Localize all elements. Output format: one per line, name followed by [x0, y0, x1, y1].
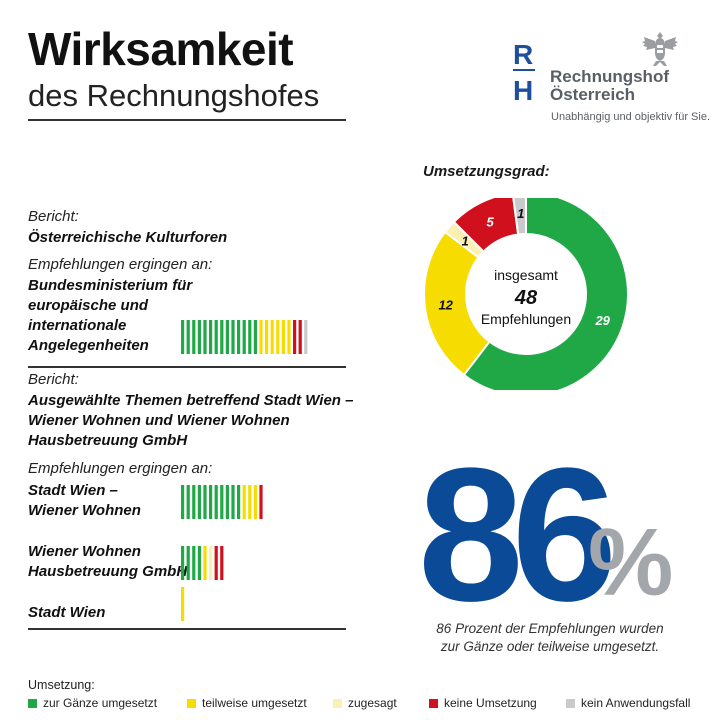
legend-swatch-partially: [187, 699, 196, 708]
bar-tick-fully: [203, 485, 207, 519]
bar-tick-fully: [186, 485, 190, 519]
page-subtitle: des Rechnungshofes: [28, 78, 320, 113]
logo-name: Rechnungshof Österreich: [550, 67, 669, 104]
bar-tick-promised: [209, 546, 213, 580]
chart-title: Umsetzungsgrad:: [423, 163, 550, 180]
bar-tick-partially: [181, 587, 185, 621]
bar-tick-fully: [231, 320, 235, 354]
bar-tick-partially: [281, 320, 285, 354]
austrian-eagle-emblem: [642, 32, 678, 66]
bar-tick-fully: [181, 485, 185, 519]
recipient-wiener-wohnen-hausbetreuung-name: Wiener Wohnen Hausbetreuung GmbH: [28, 543, 188, 580]
bar-tick-partially: [265, 320, 269, 354]
bar-tick-fully: [209, 320, 213, 354]
donut-slice-na: [512, 198, 527, 236]
bar-tick-fully: [242, 320, 246, 354]
bar-tick-fully: [220, 485, 224, 519]
bar-tick-none: [214, 546, 218, 580]
report-2-title: Ausgewählte Themen betreffend Stadt Wien…: [28, 392, 354, 449]
donut-center-line-1: insgesamt: [494, 267, 558, 283]
bar-tick-partially: [287, 320, 291, 354]
report-1-title: Österreichische Kulturforen: [28, 229, 228, 246]
bar-tick-none: [293, 320, 297, 354]
donut-slice-partially: [423, 230, 491, 377]
bar-tick-fully: [214, 320, 218, 354]
bar-tick-fully: [237, 485, 241, 519]
legend-swatch-na: [566, 699, 575, 708]
bar-tick-fully: [186, 320, 190, 354]
bar-tick-fully: [192, 546, 196, 580]
bar-tick-fully: [197, 320, 201, 354]
bar-tick-na: [304, 320, 308, 354]
summary-percent-sign: %: [588, 509, 674, 616]
report-1-label: Bericht:: [28, 208, 79, 225]
recipient-stadt-wien-wiener-wohnen-name: Stadt Wien – Wiener Wohnen: [28, 482, 141, 519]
donut-center-line-3: Empfehlungen: [481, 311, 571, 327]
legend-swatch-fully: [28, 699, 37, 708]
svg-text:H: H: [513, 75, 533, 102]
donut-center-total: 48: [514, 287, 538, 309]
recipient-bmeia-bars: [181, 320, 308, 354]
bar-tick-none: [259, 485, 263, 519]
section-divider-bottom: [28, 628, 346, 630]
bar-tick-fully: [209, 485, 213, 519]
bar-tick-partially: [203, 546, 207, 580]
bar-tick-partially: [270, 320, 274, 354]
title-divider: [28, 119, 346, 121]
svg-text:R: R: [513, 40, 533, 70]
bar-tick-none: [298, 320, 302, 354]
bar-tick-fully: [214, 485, 218, 519]
bar-tick-fully: [248, 320, 252, 354]
bar-tick-fully: [186, 546, 190, 580]
bar-tick-fully: [253, 320, 257, 354]
recipient-stadt-wien-wiener-wohnen-bars: [181, 485, 263, 519]
report-2-label: Bericht:: [28, 371, 79, 388]
section-divider: [28, 366, 346, 368]
bar-tick-partially: [276, 320, 280, 354]
legend-title: Umsetzung:: [28, 678, 95, 692]
bar-tick-fully: [231, 485, 235, 519]
donut-slice-fully: [462, 198, 629, 390]
implementation-donut-chart: insgesamt 48 Empfehlungen 29 12 1 5 1: [423, 198, 629, 390]
donut-label-fully: 29: [594, 313, 610, 328]
bar-tick-fully: [192, 485, 196, 519]
bar-tick-none: [220, 546, 224, 580]
report-1-recipients-label: Empfehlungen ergingen an:: [28, 256, 213, 273]
recipient-wiener-wohnen-hausbetreuung-bars: [181, 546, 224, 580]
donut-label-none: 5: [487, 214, 495, 229]
bar-tick-partially: [259, 320, 263, 354]
legend-swatch-none: [429, 699, 438, 708]
bar-tick-fully: [237, 320, 241, 354]
bar-tick-partially: [248, 485, 252, 519]
page-title: Wirksamkeit: [28, 23, 294, 75]
bar-tick-fully: [181, 320, 185, 354]
donut-label-na: 1: [517, 206, 524, 221]
bar-tick-fully: [203, 320, 207, 354]
donut-label-promised: 1: [461, 234, 468, 249]
bar-tick-fully: [225, 320, 229, 354]
recipient-stadt-wien-bars: [181, 587, 185, 621]
bar-tick-partially: [242, 485, 246, 519]
recipient-bmeia-name: Bundesministerium für europäische und in…: [28, 277, 193, 354]
summary-percent-number: 86: [418, 429, 617, 641]
bar-tick-fully: [197, 546, 201, 580]
bar-tick-partially: [253, 485, 257, 519]
summary-note: 86 Prozent der Empfehlungen wurden zur G…: [436, 621, 664, 654]
rechnungshof-logo-mark: R H: [513, 40, 535, 102]
bar-tick-fully: [220, 320, 224, 354]
donut-label-partially: 12: [438, 298, 453, 313]
logo-tagline: Unabhängig und objektiv für Sie.: [551, 111, 710, 123]
bar-tick-fully: [197, 485, 201, 519]
bar-tick-fully: [192, 320, 196, 354]
report-2-recipients-label: Empfehlungen ergingen an:: [28, 460, 213, 477]
legend-swatch-promised: [333, 699, 342, 708]
bar-tick-fully: [225, 485, 229, 519]
bar-tick-fully: [181, 546, 185, 580]
recipient-stadt-wien-name: Stadt Wien: [28, 604, 106, 621]
